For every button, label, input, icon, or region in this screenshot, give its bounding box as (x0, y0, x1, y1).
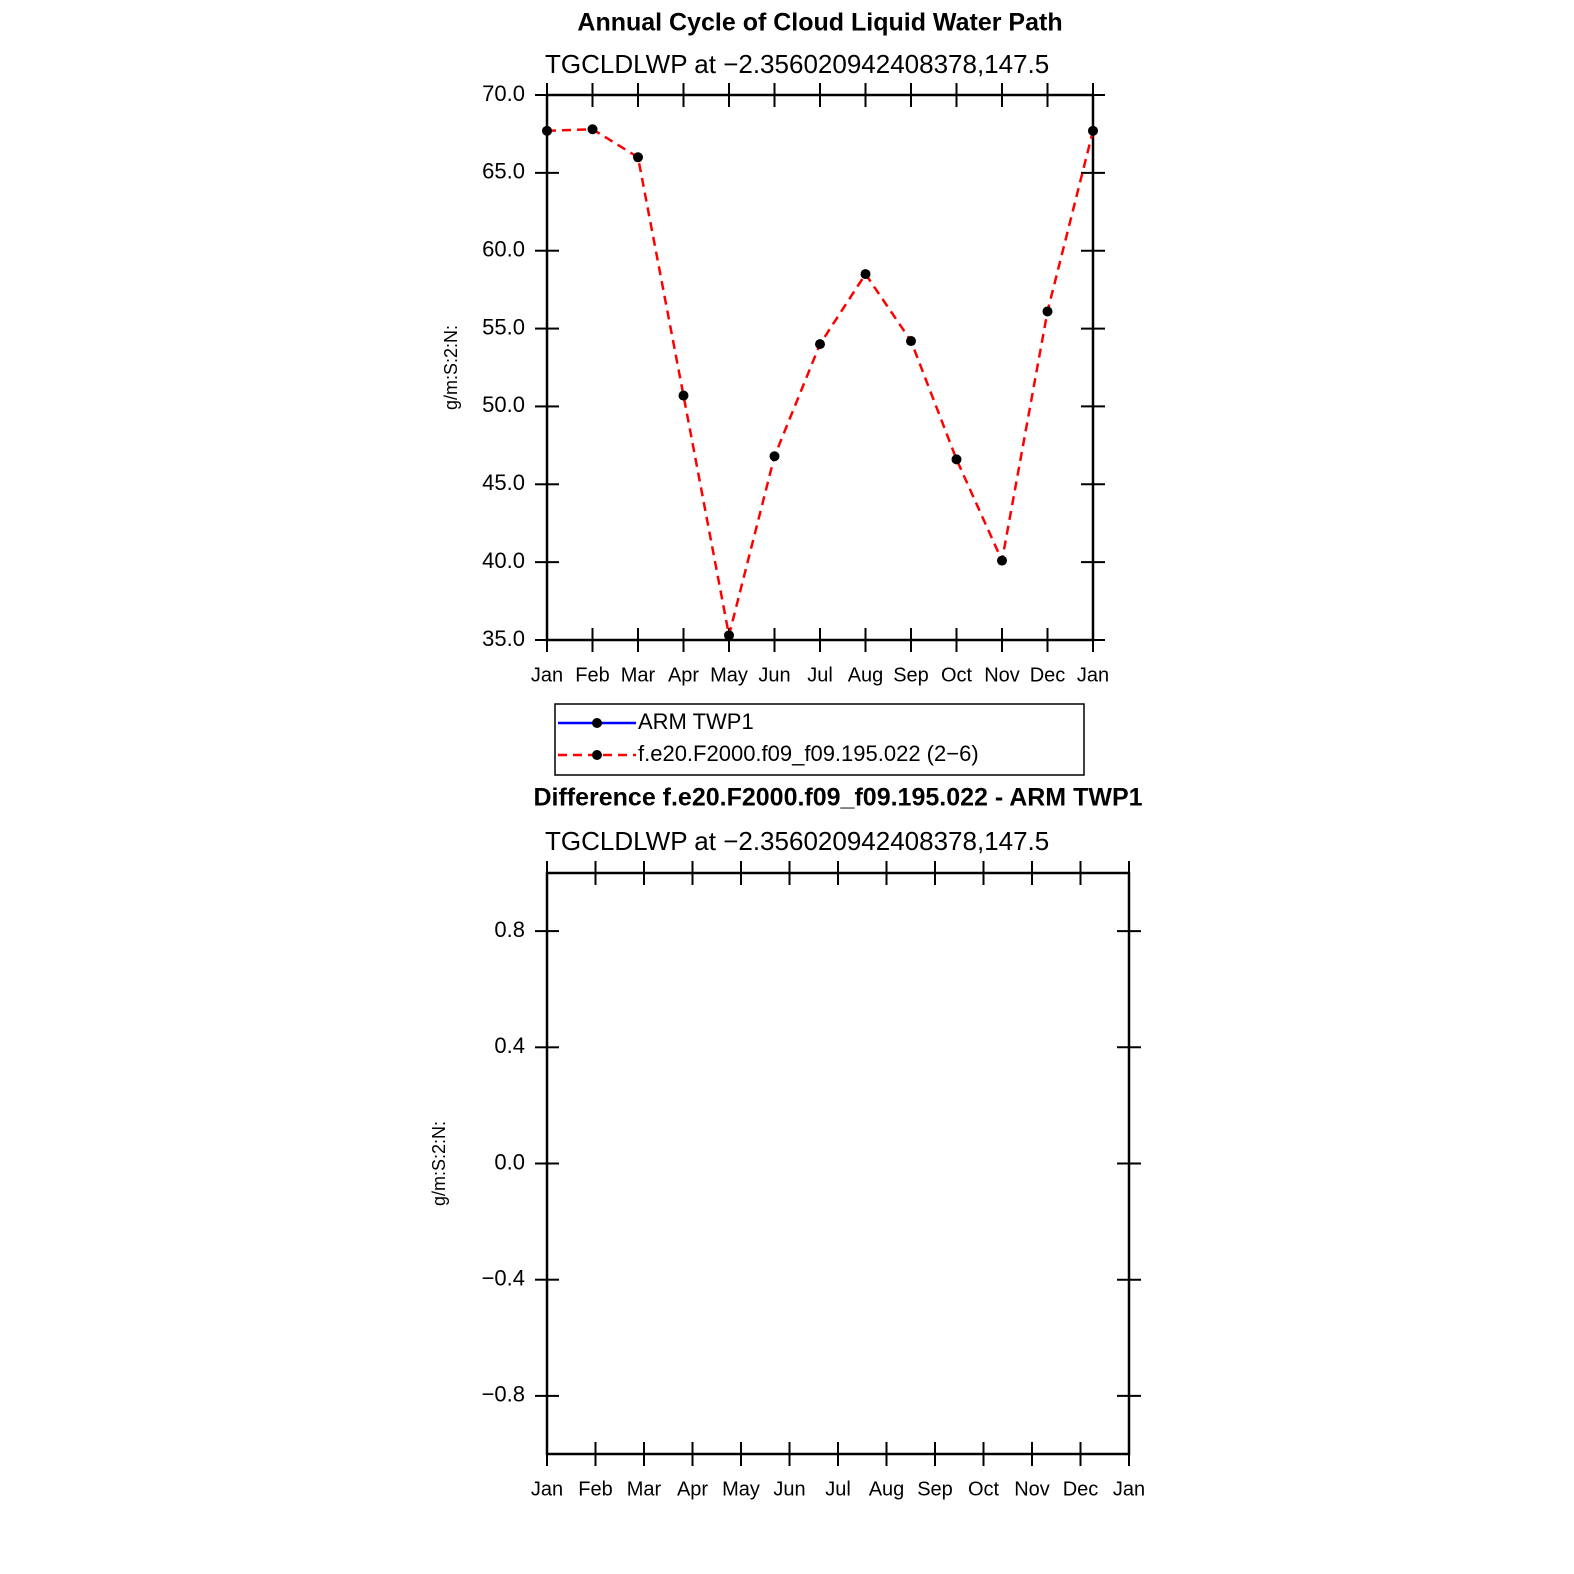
x-tick-label: Feb (578, 1478, 612, 1500)
data-point (1042, 306, 1053, 317)
data-point (1088, 125, 1098, 136)
data-point (542, 125, 552, 136)
x-tick-label: Nov (984, 664, 1020, 686)
chart-subtitle: TGCLDLWP at −2.356020942408378,147.5 (545, 826, 1049, 856)
y-axis-label: g/m:S:2:N: (441, 325, 461, 410)
y-tick-label: 70.0 (482, 81, 525, 106)
x-tick-label: Dec (1063, 1478, 1099, 1500)
x-tick-label: Jun (773, 1478, 805, 1500)
x-tick-label: Sep (893, 664, 929, 686)
y-tick-label: 50.0 (482, 392, 525, 417)
x-tick-label: Feb (575, 664, 609, 686)
data-point (769, 451, 780, 462)
plot-frame (545, 93, 1095, 642)
y-tick-label: −0.4 (482, 1266, 525, 1291)
x-tick-label: Oct (941, 664, 973, 686)
legend-marker (592, 750, 602, 760)
x-tick-label: Apr (677, 1478, 708, 1500)
y-tick-label: 65.0 (482, 159, 525, 184)
y-tick-label: 0.0 (494, 1149, 525, 1174)
x-tick-label: Jan (1113, 1478, 1145, 1500)
y-tick-label: 60.0 (482, 237, 525, 262)
data-point (815, 339, 825, 350)
legend-label: f.e20.F2000.f09_f09.195.022 (2−6) (638, 741, 979, 766)
y-axis-label: g/m:S:2:N: (429, 1121, 449, 1206)
legend-marker (592, 718, 602, 728)
y-tick-label: 40.0 (482, 548, 525, 573)
y-tick-label: 55.0 (482, 314, 525, 339)
x-tick-label: Nov (1014, 1478, 1050, 1500)
x-tick-label: Aug (869, 1478, 905, 1500)
x-tick-label: Jul (807, 664, 833, 686)
data-point (678, 390, 689, 401)
plot-frame (545, 871, 1131, 1456)
x-tick-label: Jul (825, 1478, 851, 1500)
x-tick-label: Mar (627, 1478, 662, 1500)
x-tick-label: May (722, 1478, 760, 1500)
y-tick-label: 0.8 (494, 917, 525, 942)
x-tick-label: Apr (668, 664, 699, 686)
data-point (633, 152, 643, 163)
x-tick-label: Jan (1077, 664, 1109, 686)
data-point (724, 630, 734, 641)
y-tick-label: 45.0 (482, 470, 525, 495)
x-tick-label: Jan (531, 1478, 563, 1500)
x-tick-label: Jan (531, 664, 563, 686)
x-tick-label: Jun (758, 664, 790, 686)
chart-subtitle: TGCLDLWP at −2.356020942408378,147.5 (545, 49, 1049, 79)
data-point (860, 269, 871, 280)
y-tick-label: −0.8 (482, 1382, 525, 1407)
data-point (906, 336, 916, 347)
x-tick-label: Aug (848, 664, 884, 686)
data-point (587, 124, 598, 135)
x-tick-label: May (710, 664, 748, 686)
y-tick-label: 35.0 (482, 626, 525, 651)
data-point (951, 454, 962, 465)
y-tick-label: 0.4 (494, 1033, 525, 1058)
x-tick-label: Dec (1030, 664, 1066, 686)
data-point (997, 555, 1007, 566)
chart-title: Difference f.e20.F2000.f09_f09.195.022 -… (533, 784, 1142, 812)
x-tick-label: Oct (968, 1478, 1000, 1500)
legend-label: ARM TWP1 (638, 709, 754, 734)
series-line (546, 127, 1095, 636)
x-tick-label: Sep (917, 1478, 953, 1500)
legend-box (554, 703, 1085, 776)
x-tick-label: Mar (621, 664, 656, 686)
chart-title: Annual Cycle of Cloud Liquid Water Path (577, 9, 1062, 37)
